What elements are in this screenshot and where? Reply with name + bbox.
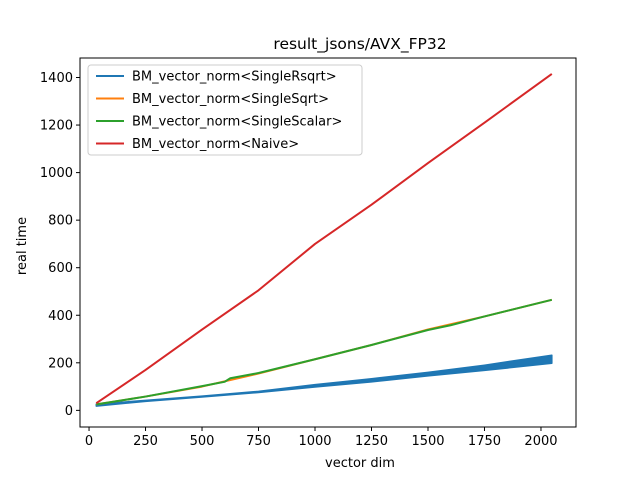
y-tick-label: 200 [48, 356, 73, 371]
x-tick-label: 250 [133, 434, 158, 449]
legend-entry: BM_vector_norm<SingleSqrt> [132, 92, 329, 107]
y-tick-label: 400 [48, 309, 73, 324]
x-tick-label: 1000 [298, 434, 331, 449]
y-tick-label: 0 [65, 404, 73, 419]
legend: BM_vector_norm<SingleRsqrt> BM_vector_nor… [88, 65, 362, 155]
y-tick-label: 800 [48, 214, 73, 229]
x-tick-label: 750 [246, 434, 271, 449]
x-tick-label: 1500 [411, 434, 444, 449]
x-tick-label: 1750 [468, 434, 501, 449]
legend-entry: BM_vector_norm<SingleScalar> [132, 115, 342, 130]
chart-title: result_jsons/AVX_FP32 [273, 35, 446, 54]
y-axis-label: real time [15, 217, 30, 275]
legend-entry: BM_vector_norm<Naive> [132, 137, 299, 152]
y-tick-label: 1000 [40, 166, 73, 181]
x-axis-label: vector dim [325, 456, 395, 471]
x-tick-label: 2000 [524, 434, 557, 449]
y-tick-label: 1200 [40, 119, 73, 134]
x-tick-label: 1250 [355, 434, 388, 449]
x-tick-label: 500 [190, 434, 215, 449]
y-tick-label: 1400 [40, 71, 73, 86]
y-tick-label: 600 [48, 261, 73, 276]
x-tick-label: 0 [85, 434, 93, 449]
legend-entry: BM_vector_norm<SingleRsqrt> [132, 70, 337, 85]
